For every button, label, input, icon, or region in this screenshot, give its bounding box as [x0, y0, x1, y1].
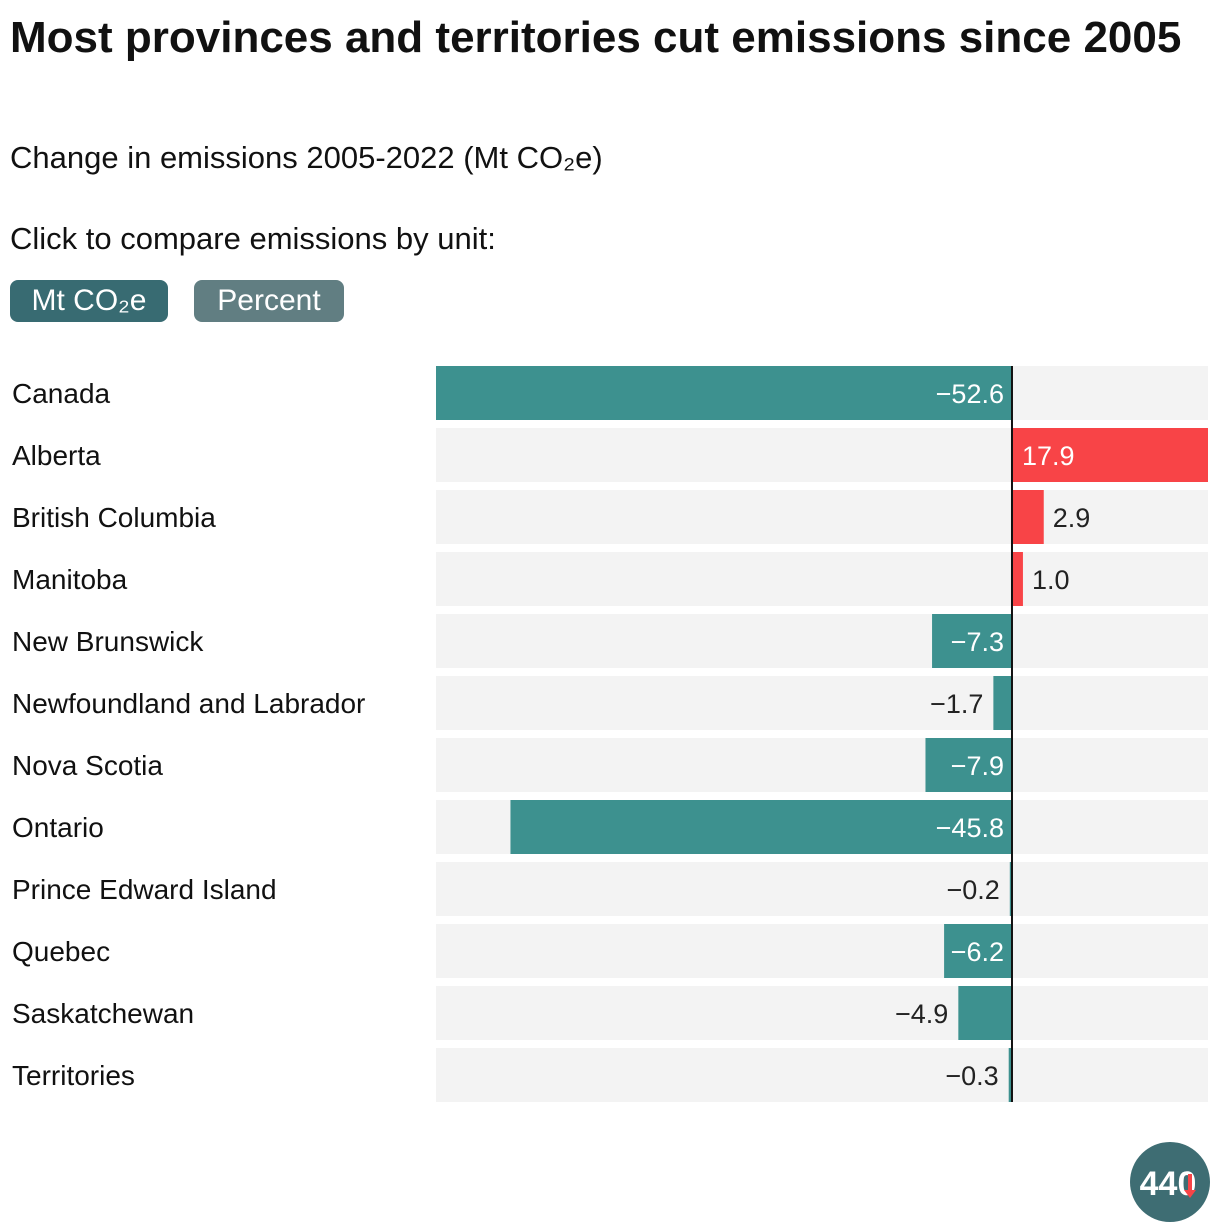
bar-canada[interactable] [436, 366, 1012, 420]
bar-manitoba[interactable] [1011, 552, 1023, 606]
category-label-new-brunswick: New Brunswick [12, 626, 204, 657]
chart-title: Most provinces and territories cut emiss… [10, 13, 1182, 62]
value-label-saskatchewan: −4.9 [895, 999, 948, 1029]
category-label-alberta: Alberta [12, 440, 101, 471]
bar-chart: Canada −52.6 Alberta 17.9 British Columbia 2.… [12, 366, 1208, 1102]
logo-text: 440 [1140, 1165, 1197, 1203]
bar-ontario[interactable] [510, 800, 1012, 854]
category-label-prince-edward-island: Prince Edward Island [12, 874, 277, 905]
value-label-quebec: −6.2 [951, 937, 1004, 967]
value-label-manitoba: 1.0 [1032, 565, 1070, 595]
category-label-british-columbia: British Columbia [12, 502, 216, 533]
chart-subtitle: Change in emissions 2005-2022 (Mt CO₂e) [10, 140, 603, 175]
value-label-nova-scotia: −7.9 [951, 751, 1004, 781]
row-background-nova-scotia [436, 738, 1208, 792]
row-background-saskatchewan [436, 986, 1208, 1040]
category-label-newfoundland-and-labrador: Newfoundland and Labrador [12, 688, 365, 719]
mt-co2e-button[interactable]: Mt CO₂e [10, 280, 168, 322]
category-label-territories: Territories [12, 1060, 135, 1091]
value-label-newfoundland-and-labrador: −1.7 [930, 689, 983, 719]
row-background-manitoba [436, 552, 1208, 606]
bar-alberta[interactable] [1011, 428, 1208, 482]
bar-quebec[interactable] [944, 924, 1012, 978]
percent-button[interactable]: Percent [194, 280, 344, 322]
value-label-ontario: −45.8 [936, 813, 1004, 843]
category-label-manitoba: Manitoba [12, 564, 128, 595]
row-background-newfoundland-and-labrador [436, 676, 1208, 730]
bar-saskatchewan[interactable] [958, 986, 1012, 1040]
bar-newfoundland-and-labrador[interactable] [993, 676, 1012, 730]
category-label-ontario: Ontario [12, 812, 104, 843]
unit-prompt: Click to compare emissions by unit: [10, 221, 496, 256]
bar-prince-edward-island[interactable] [1009, 862, 1012, 916]
value-label-territories: −0.3 [945, 1061, 998, 1091]
bar-new-brunswick[interactable] [932, 614, 1012, 668]
value-label-british-columbia: 2.9 [1053, 503, 1091, 533]
row-background-british-columbia [436, 490, 1208, 544]
category-label-quebec: Quebec [12, 936, 110, 967]
value-label-new-brunswick: −7.3 [951, 627, 1004, 657]
value-label-canada: −52.6 [936, 379, 1004, 409]
bar-territories[interactable] [1008, 1048, 1012, 1102]
brand-logo: 440 [1130, 1142, 1210, 1222]
row-background-territories [436, 1048, 1208, 1102]
bar-british-columbia[interactable] [1011, 490, 1044, 544]
value-label-alberta: 17.9 [1022, 441, 1075, 471]
category-label-saskatchewan: Saskatchewan [12, 998, 194, 1029]
row-background-prince-edward-island [436, 862, 1208, 916]
value-label-prince-edward-island: −0.2 [946, 875, 999, 905]
category-label-canada: Canada [12, 378, 111, 409]
row-background-quebec [436, 924, 1208, 978]
bar-nova-scotia[interactable] [925, 738, 1012, 792]
category-label-nova-scotia: Nova Scotia [12, 750, 163, 781]
row-background-new-brunswick [436, 614, 1208, 668]
